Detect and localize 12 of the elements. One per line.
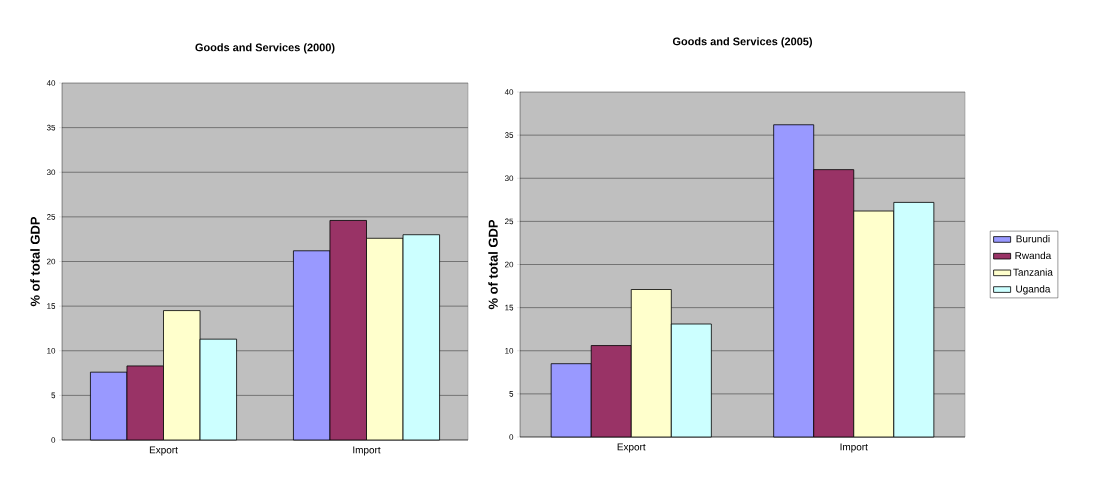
y-axis-title: % of total GDP — [30, 216, 40, 307]
legend-label: Rwanda — [1015, 251, 1052, 260]
chart-title: Goods and Services (2000) — [195, 43, 335, 54]
legend-label: Uganda — [1016, 285, 1051, 295]
x-tick-label: Export — [149, 446, 178, 456]
x-tick-label: Import — [840, 443, 868, 453]
x-tick-label: Export — [617, 443, 646, 453]
chart-title: Goods and Services (2005) — [672, 37, 812, 48]
legend-label: Tanzania — [1013, 268, 1053, 276]
y-axis-title: % of total GDP — [488, 219, 498, 310]
legend-label: Burundi — [1016, 235, 1050, 243]
x-tick-label: Import — [353, 446, 381, 456]
